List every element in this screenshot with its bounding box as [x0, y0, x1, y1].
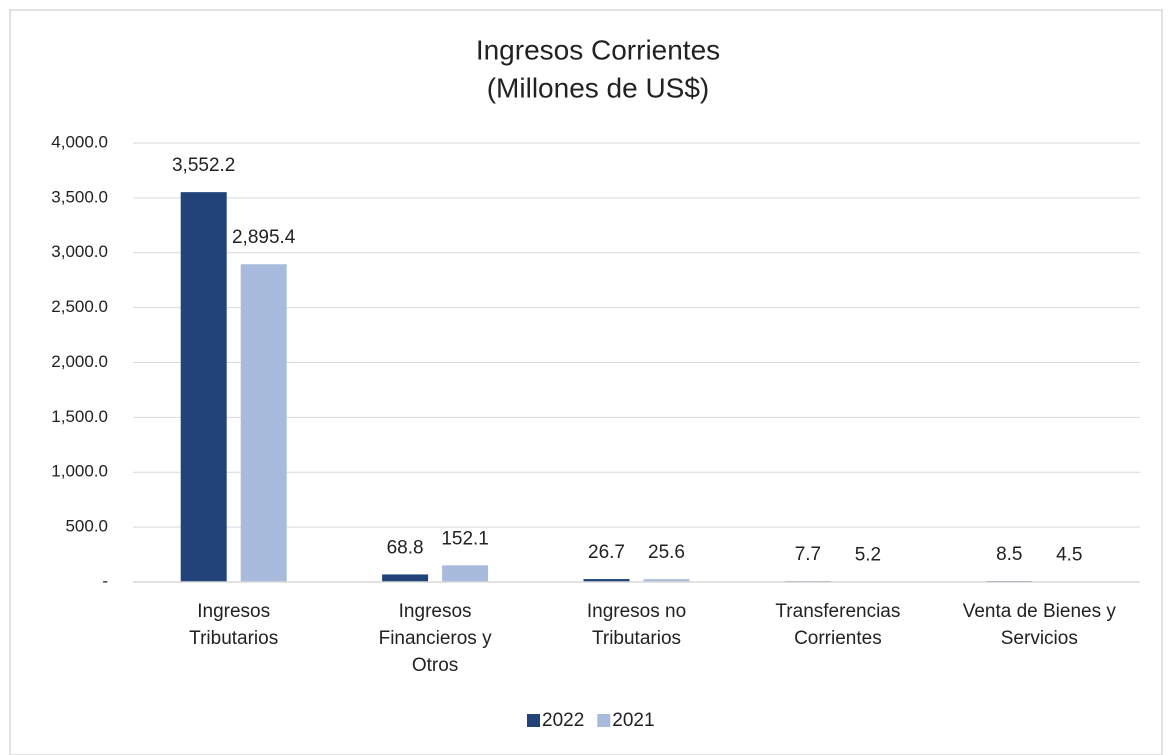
- data-label: 26.7: [588, 542, 625, 563]
- y-tick-label: 1,500.0: [51, 407, 108, 426]
- x-tick-label: Transferencias: [775, 601, 900, 622]
- legend-label: 2022: [542, 710, 584, 731]
- data-label: 68.8: [387, 537, 424, 558]
- y-tick-label: 2,500.0: [51, 297, 108, 316]
- data-label: 8.5: [996, 544, 1022, 565]
- y-tick-label: 1,000.0: [51, 462, 108, 481]
- bar: [442, 565, 489, 582]
- y-tick-label: 4,000.0: [51, 132, 108, 151]
- y-tick-label: -: [102, 571, 108, 590]
- x-tick-label: Ingresos no: [587, 601, 686, 622]
- chart-title: Ingresos Corrientes: [476, 34, 720, 65]
- x-tick-label: Venta de Bienes y: [963, 601, 1117, 622]
- bar: [180, 192, 227, 582]
- bar: [643, 579, 690, 582]
- data-label: 3,552.2: [172, 155, 235, 176]
- data-label: 5.2: [855, 544, 881, 565]
- legend-swatch: [527, 714, 540, 727]
- legend-label: 2021: [612, 710, 654, 731]
- bar: [240, 264, 287, 582]
- x-tick-label: Otros: [412, 655, 458, 676]
- bar: [382, 574, 429, 582]
- bar: [583, 579, 630, 582]
- y-tick-label: 500.0: [65, 517, 108, 536]
- x-tick-label: Corrientes: [794, 628, 882, 649]
- y-tick-label: 3,500.0: [51, 187, 108, 206]
- x-tick-label: Servicios: [1001, 628, 1078, 649]
- x-tick-label: Financieros y: [379, 628, 492, 649]
- data-label: 25.6: [648, 542, 685, 563]
- y-tick-label: 2,000.0: [51, 352, 108, 371]
- legend-swatch: [597, 714, 611, 727]
- data-label: 2,895.4: [232, 227, 296, 248]
- chart-subtitle: (Millones de US$): [487, 72, 710, 103]
- x-tick-label: Ingresos: [197, 601, 270, 622]
- data-label: 4.5: [1056, 545, 1082, 566]
- y-tick-label: 3,000.0: [51, 242, 108, 261]
- x-tick-label: Tributarios: [592, 628, 681, 649]
- data-label: 152.1: [441, 528, 489, 549]
- data-label: 7.7: [795, 544, 821, 565]
- x-tick-label: Ingresos: [399, 601, 472, 622]
- x-tick-label: Tributarios: [189, 628, 278, 649]
